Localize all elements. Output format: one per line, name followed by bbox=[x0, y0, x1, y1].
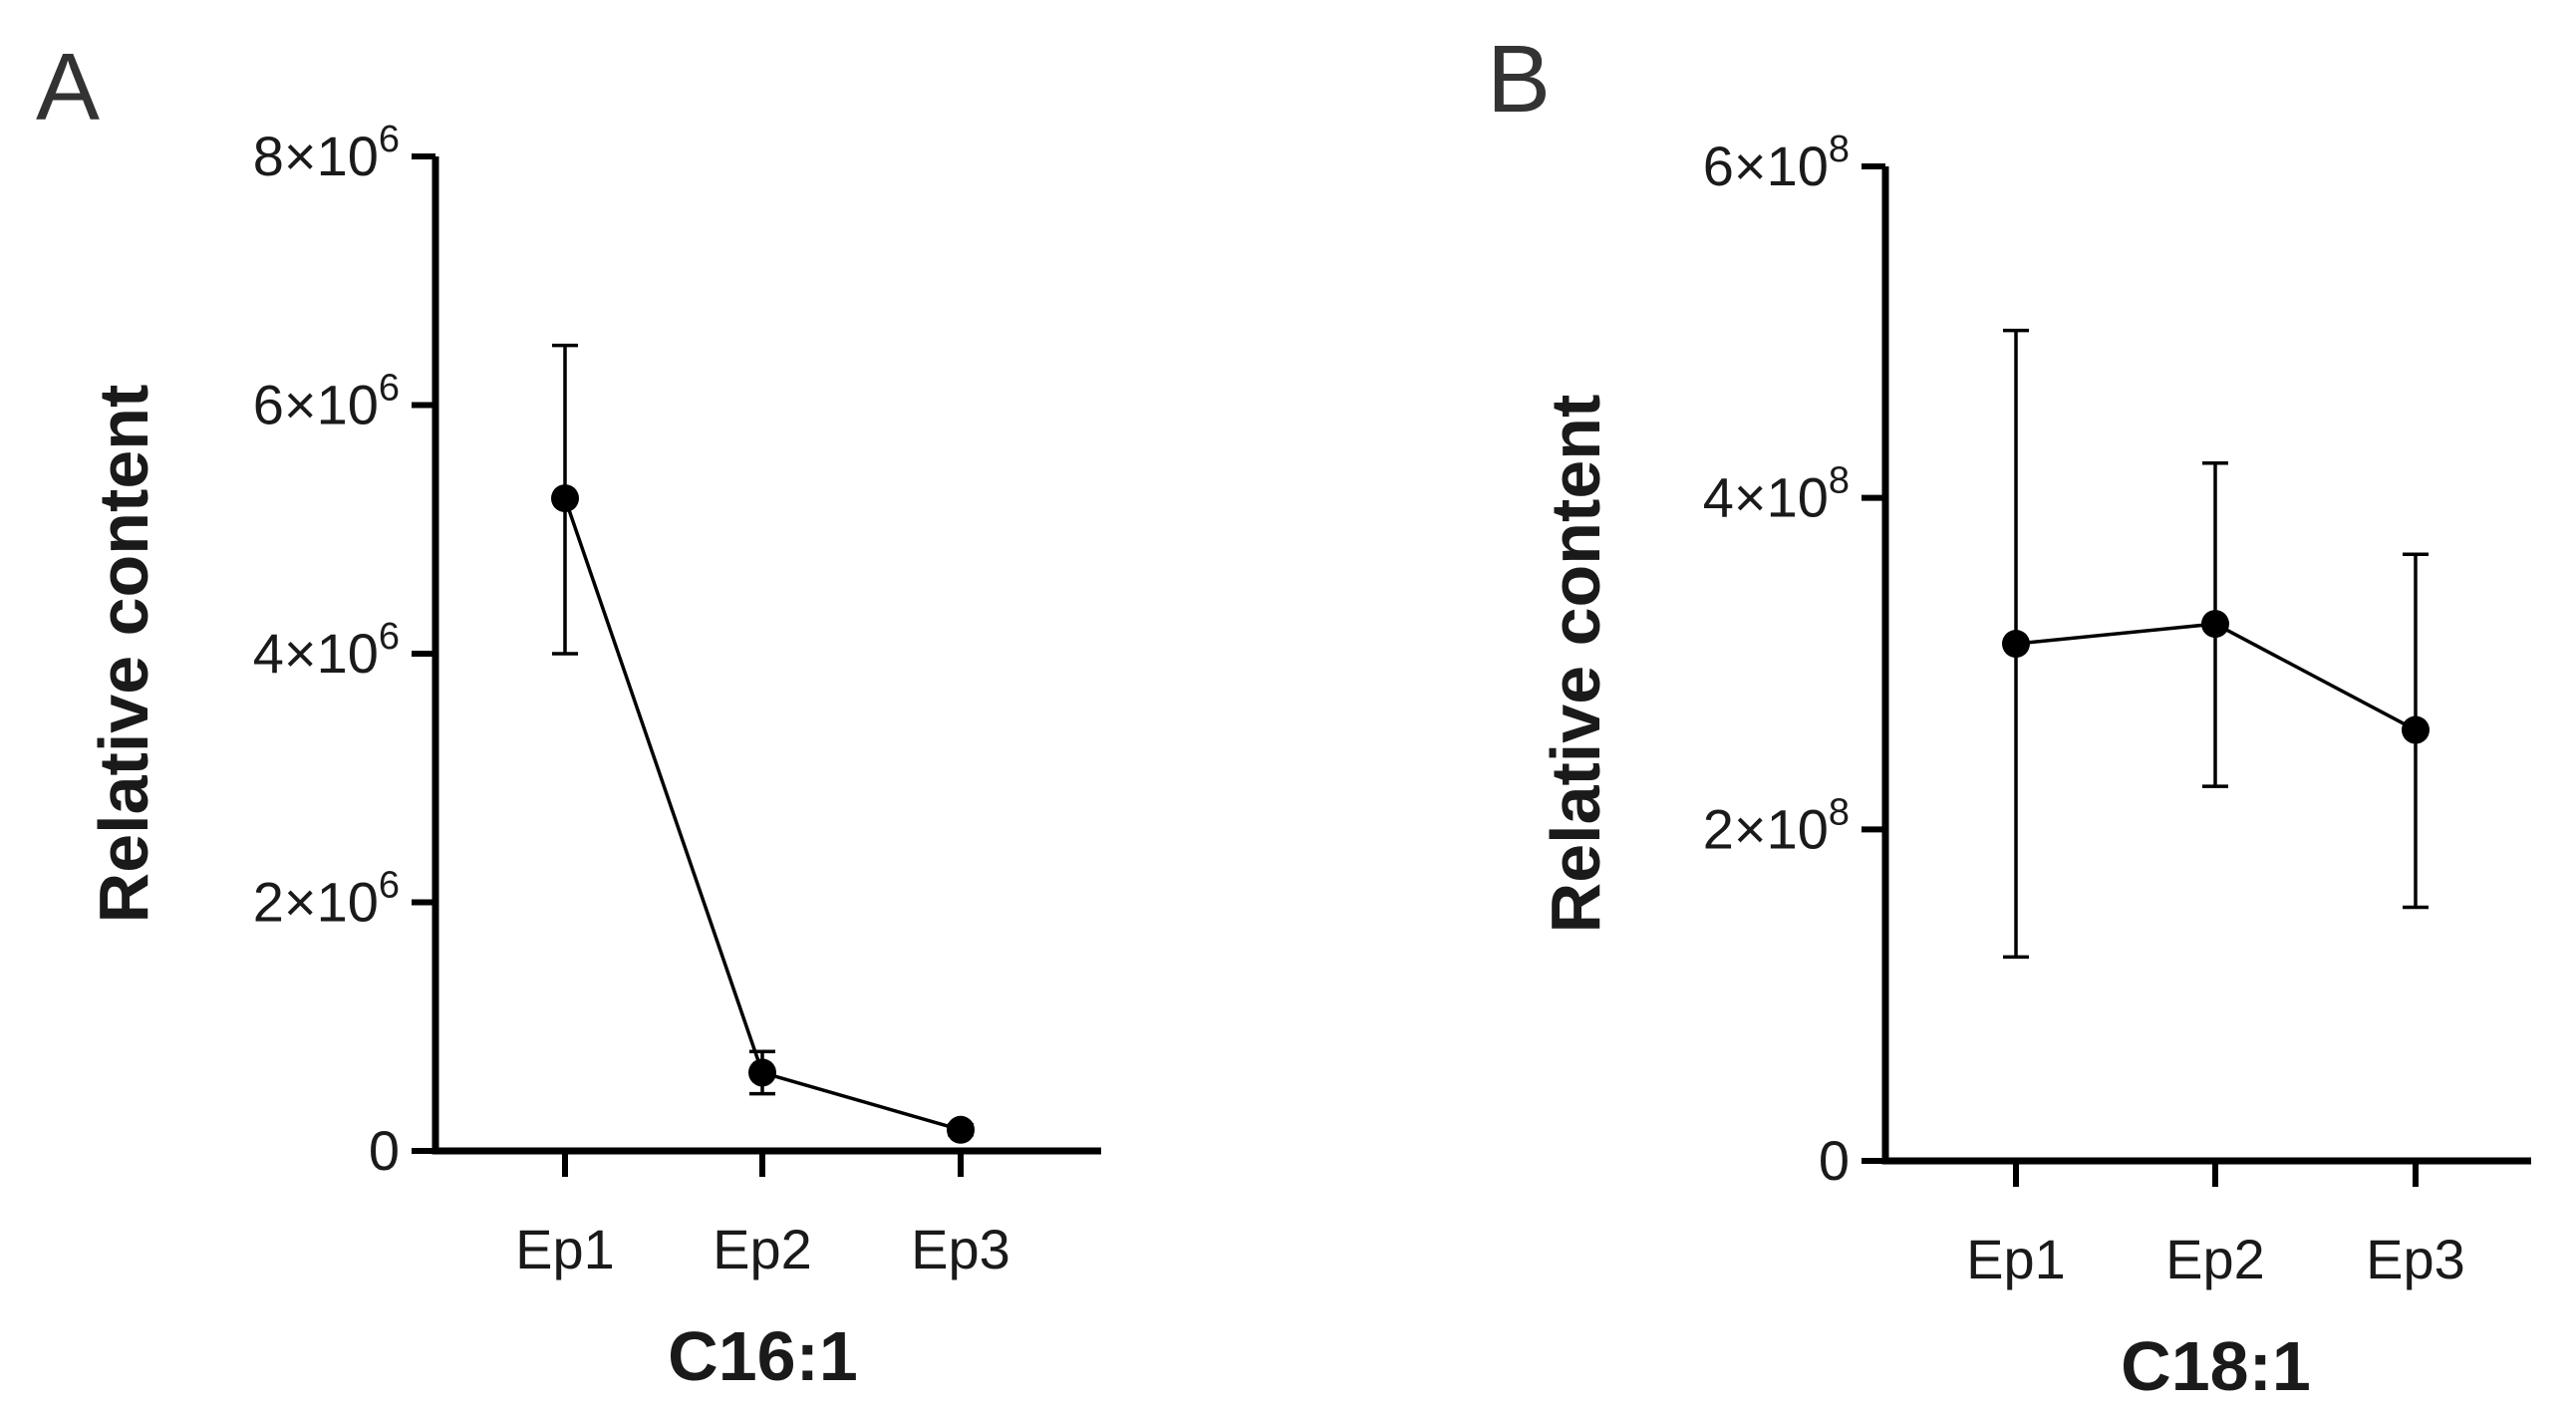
panel-a-y-tick-exponent: 6 bbox=[379, 368, 400, 410]
panel-a-y-tick-label: 4×106 bbox=[253, 616, 400, 685]
panel-b-letter: B bbox=[1487, 26, 1551, 133]
panel-a-y-tick-exponent: 6 bbox=[379, 865, 400, 907]
panel-b-y-tick-exponent: 8 bbox=[1829, 791, 1850, 833]
panel-a-y-tick-label: 2×106 bbox=[253, 865, 400, 934]
panel-a-x-tick-label: Ep2 bbox=[713, 1218, 812, 1280]
panel-b-y-tick-label: 6×108 bbox=[1703, 129, 1850, 197]
panel-a-y-tick-mantissa: 6×10 bbox=[253, 374, 379, 436]
panel-b-data-point bbox=[2402, 715, 2430, 744]
panel-a-letter: A bbox=[36, 34, 100, 141]
panel-b-y-tick-mantissa: 0 bbox=[1819, 1129, 1850, 1192]
panel-a-y-tick-exponent: 6 bbox=[379, 616, 400, 658]
panel-b-y-tick-label: 4×108 bbox=[1703, 460, 1850, 529]
panel-b-y-axis-title: Relative content bbox=[1537, 395, 1614, 934]
panel-a-data-point bbox=[748, 1058, 776, 1087]
panel-a-y-tick-label: 6×106 bbox=[253, 368, 400, 436]
panel-b-data-point bbox=[2201, 610, 2229, 639]
panel-b-y-tick-exponent: 8 bbox=[1829, 129, 1850, 170]
panel-a-x-tick-label: Ep3 bbox=[911, 1218, 1010, 1280]
panel-a-y-tick-label: 0 bbox=[369, 1119, 400, 1182]
panel-a-y-tick-mantissa: 0 bbox=[369, 1119, 400, 1182]
panel-a-y-tick-mantissa: 2×10 bbox=[253, 871, 379, 934]
panel-b-x-tick-label: Ep2 bbox=[2165, 1228, 2265, 1290]
panel-b-x-axis-title: C18:1 bbox=[2121, 1327, 2311, 1405]
panel-a-y-tick-exponent: 6 bbox=[379, 119, 400, 160]
panel-b-y-tick-exponent: 8 bbox=[1829, 460, 1850, 502]
panel-a-y-tick-mantissa: 4×10 bbox=[253, 622, 379, 685]
panel-b-x-tick-label: Ep1 bbox=[1966, 1228, 2066, 1290]
panel-a-y-axis-title: Relative content bbox=[85, 385, 162, 924]
panel-a-x-axis-title: C16:1 bbox=[668, 1317, 858, 1395]
panel-b-data-point bbox=[2002, 630, 2030, 659]
panel-b-y-tick-mantissa: 4×10 bbox=[1703, 466, 1829, 529]
panel-a-data-point bbox=[551, 484, 579, 513]
panel-a-y-tick-mantissa: 8×10 bbox=[253, 125, 379, 187]
panel-a-series-line bbox=[563, 497, 962, 1132]
panel-a-data-point bbox=[947, 1115, 975, 1144]
panel-b-y-tick-mantissa: 6×10 bbox=[1703, 135, 1829, 197]
panel-b-x-tick-label: Ep3 bbox=[2366, 1228, 2465, 1290]
panel-b-y-tick-mantissa: 2×10 bbox=[1703, 797, 1829, 860]
panel-a-x-tick-label: Ep1 bbox=[515, 1218, 615, 1280]
panel-b-y-tick-label: 2×108 bbox=[1703, 791, 1850, 860]
panel-b-y-tick-label: 0 bbox=[1819, 1129, 1850, 1192]
panel-a-y-tick-label: 8×106 bbox=[253, 119, 400, 187]
